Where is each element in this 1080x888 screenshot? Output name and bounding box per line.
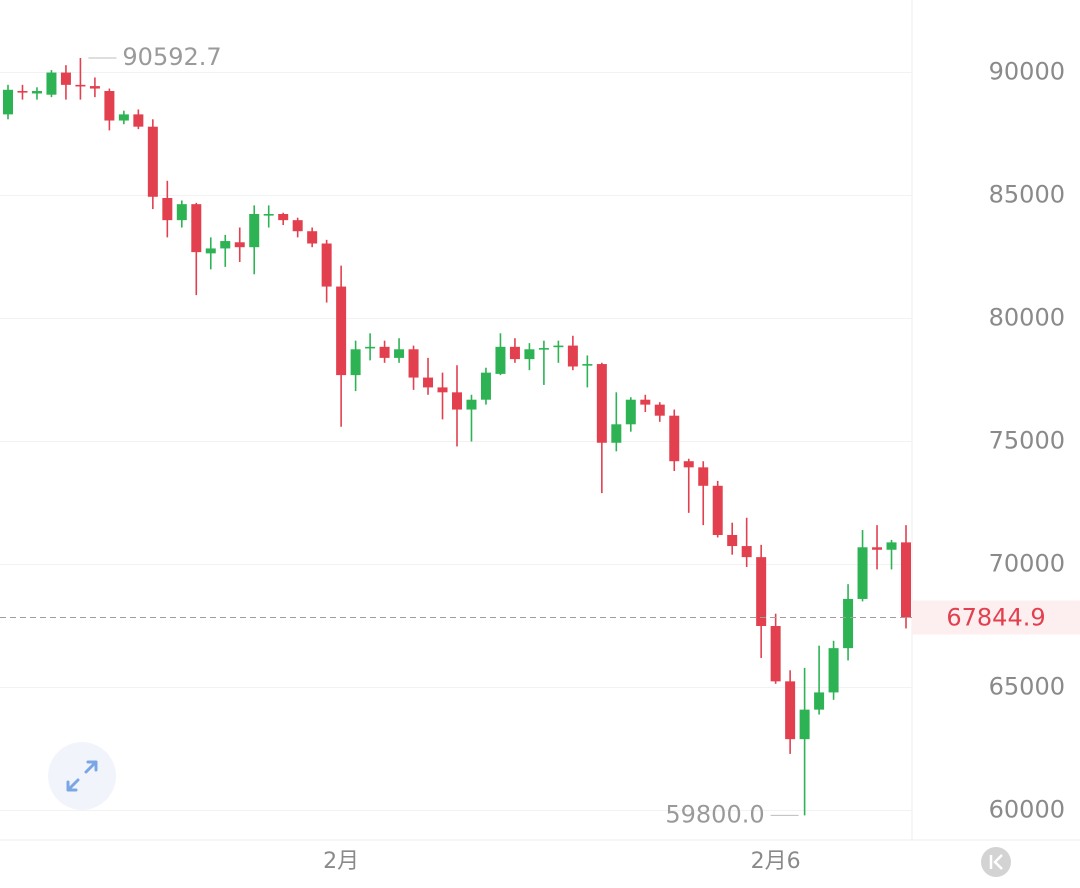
candle-body: [278, 213, 289, 221]
candle-body: [3, 89, 13, 115]
last-price-label: 67844.9: [946, 604, 1045, 632]
candle-body: [292, 220, 303, 232]
candle-body: [408, 349, 419, 378]
candle-body: [828, 648, 839, 693]
candle-body: [452, 392, 462, 410]
y-tick-label: 75000: [989, 427, 1065, 455]
candle-body: [17, 91, 28, 93]
candle-body: [582, 364, 593, 366]
candle-body: [365, 346, 376, 349]
candle-body: [60, 72, 71, 85]
candle-body: [872, 547, 883, 550]
candle-body: [727, 534, 738, 547]
candle-body: [741, 546, 752, 558]
y-tick-label: 90000: [989, 58, 1065, 86]
candle-body: [307, 231, 318, 244]
candle-body: [466, 399, 477, 410]
candle-body: [785, 681, 796, 740]
candle-body: [480, 372, 491, 400]
x-tick-label: 2月: [323, 849, 359, 874]
candle-body: [524, 349, 535, 360]
candle-body: [437, 387, 448, 393]
candle-body: [176, 204, 187, 221]
candle-body: [162, 198, 173, 221]
candle-body: [263, 213, 274, 216]
y-tick-label: 70000: [989, 550, 1065, 578]
expand-icon[interactable]: [66, 760, 98, 792]
y-tick-label: 60000: [989, 795, 1065, 823]
candle-body: [379, 346, 390, 358]
candle-body: [205, 248, 216, 254]
scroll-left-button[interactable]: [981, 847, 1011, 877]
candle-body: [509, 346, 520, 360]
candle-body: [553, 345, 564, 348]
candle-body: [147, 126, 158, 197]
candle-body: [756, 557, 767, 627]
candle-body: [886, 542, 897, 550]
candle-body: [104, 91, 115, 121]
annotation-label: 90592.7: [122, 43, 221, 71]
candle-body: [901, 542, 911, 618]
candle-body: [669, 415, 680, 462]
x-tick-label: 2月6: [751, 849, 801, 874]
candle-body: [31, 91, 42, 94]
last-price-bg: [912, 600, 1080, 635]
candle-body: [596, 364, 607, 443]
expand-button[interactable]: [48, 742, 116, 810]
y-tick-label: 65000: [989, 672, 1065, 700]
candle-body: [220, 241, 231, 249]
candle-body: [75, 84, 86, 87]
candle-body: [133, 114, 144, 127]
candle-body: [799, 709, 810, 740]
candle-body: [350, 349, 361, 376]
candle-body: [538, 348, 549, 350]
candle-body: [567, 345, 578, 367]
candle-body: [683, 461, 694, 468]
annotation-label: 59800.0: [665, 800, 764, 828]
candle-body: [495, 346, 506, 374]
candle-body: [249, 213, 260, 248]
candle-body: [712, 485, 723, 535]
candle-body: [611, 424, 622, 443]
candle-body: [89, 86, 100, 89]
candle-body: [857, 547, 868, 599]
candle-body: [770, 626, 781, 682]
y-tick-label: 80000: [989, 304, 1065, 332]
button-icon[interactable]: [989, 854, 1003, 870]
candle-body: [843, 598, 854, 649]
candle-body: [234, 242, 245, 248]
candle-body: [321, 243, 332, 287]
expand-bg[interactable]: [48, 742, 116, 810]
candle-body: [394, 349, 405, 358]
candle-body: [423, 377, 434, 388]
candle-body: [46, 72, 57, 95]
candle-body: [654, 404, 665, 416]
candle-body: [336, 286, 347, 376]
candle-body: [191, 204, 202, 253]
candle-body: [640, 399, 651, 405]
y-tick-label: 85000: [989, 181, 1065, 209]
candle-body: [118, 114, 129, 121]
candle-body: [625, 399, 636, 425]
candle-body: [814, 692, 825, 710]
candle-body: [698, 467, 709, 486]
